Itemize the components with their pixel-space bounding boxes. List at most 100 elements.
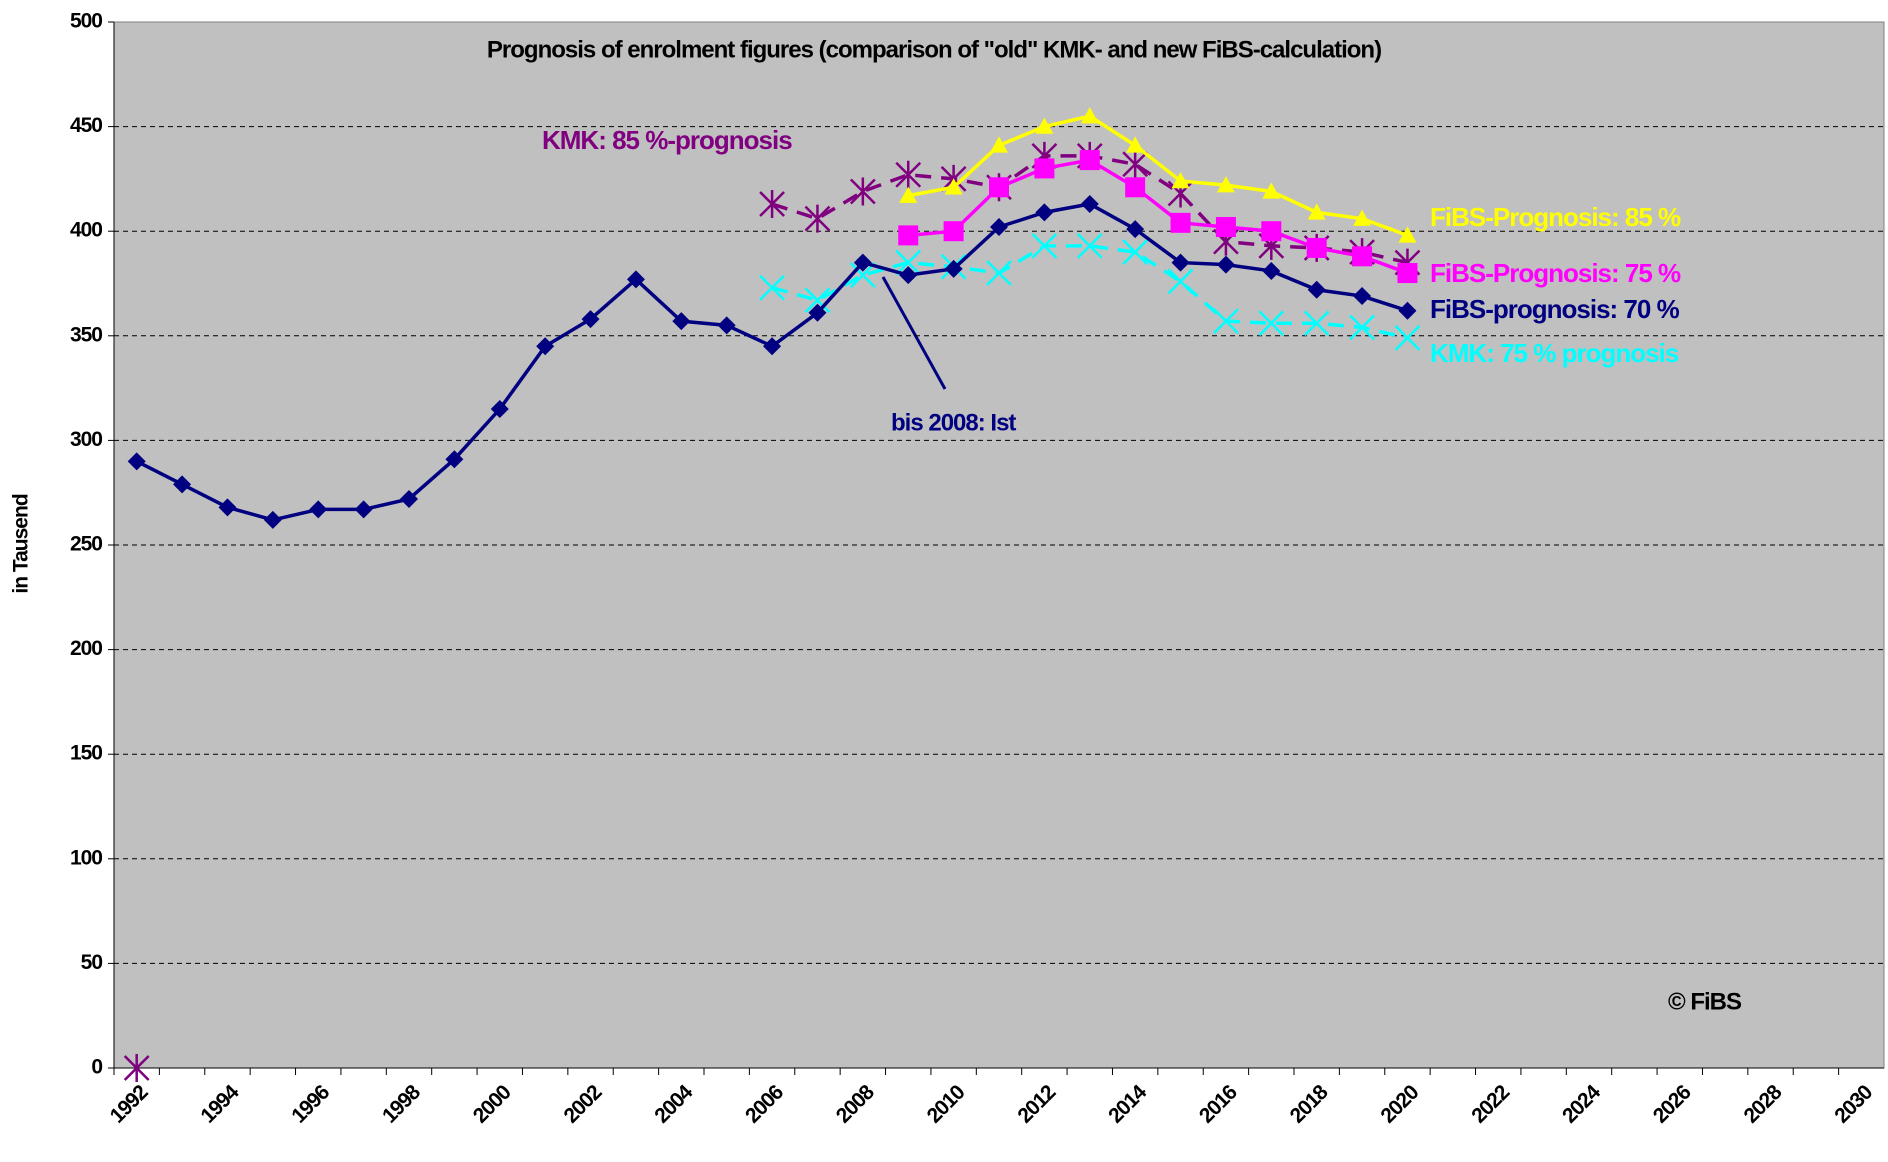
- legend-label: KMK: 85 %-prognosis: [542, 125, 792, 155]
- marker: [849, 177, 876, 206]
- marker: [1076, 232, 1103, 259]
- marker: [1170, 212, 1191, 233]
- marker: [626, 270, 645, 289]
- y-tick-label: 50: [81, 951, 103, 974]
- x-tick-label: 2006: [741, 1081, 788, 1128]
- marker: [581, 310, 600, 329]
- marker: [1349, 314, 1375, 341]
- marker: [445, 450, 464, 469]
- marker: [1167, 268, 1194, 295]
- y-axis-label: in Tausend: [10, 494, 33, 593]
- y-tick-label: 350: [70, 323, 102, 346]
- marker: [990, 136, 1008, 153]
- marker: [123, 1054, 150, 1082]
- marker: [759, 274, 785, 301]
- x-tick-label: 2008: [832, 1080, 879, 1127]
- marker: [490, 400, 509, 419]
- marker: [263, 510, 282, 529]
- marker: [849, 262, 876, 289]
- x-tick-label: 1998: [378, 1080, 425, 1127]
- y-tick-label: 500: [70, 10, 102, 33]
- marker: [986, 260, 1012, 286]
- marker: [1262, 182, 1281, 199]
- x-tick-label: 2010: [923, 1081, 970, 1128]
- marker: [1398, 226, 1417, 243]
- marker: [1394, 325, 1421, 351]
- annotation: © FiBS: [1668, 988, 1742, 1015]
- legend-label: FiBS-Prognosis: 85 %: [1430, 202, 1681, 232]
- marker: [1353, 209, 1372, 226]
- marker: [944, 178, 963, 195]
- x-tick-label: 2012: [1013, 1081, 1060, 1128]
- y-tick-label: 250: [70, 533, 102, 556]
- marker: [1307, 280, 1326, 299]
- marker: [1352, 246, 1373, 267]
- x-tick-label: 2028: [1740, 1080, 1787, 1127]
- marker: [1125, 177, 1146, 198]
- x-tick-label: 1996: [287, 1081, 334, 1128]
- marker: [1258, 310, 1285, 337]
- marker: [899, 186, 918, 203]
- legend-label: FiBS-Prognosis: 75 %: [1430, 258, 1681, 288]
- chart-title: Prognosis of enrolment figures (comparis…: [487, 36, 1381, 63]
- marker: [1262, 261, 1281, 280]
- marker: [989, 177, 1009, 198]
- x-tick-label: 1994: [196, 1080, 243, 1127]
- x-tick-label: 2020: [1376, 1081, 1423, 1128]
- x-tick-label: 2030: [1830, 1081, 1877, 1128]
- marker: [943, 221, 964, 242]
- marker: [1126, 220, 1145, 239]
- marker: [1213, 308, 1239, 335]
- marker: [1261, 221, 1282, 242]
- marker: [1398, 301, 1417, 320]
- marker: [804, 287, 831, 314]
- x-tick-label: 1992: [106, 1081, 153, 1128]
- marker: [1031, 232, 1058, 259]
- marker: [1306, 237, 1327, 258]
- marker: [895, 160, 922, 189]
- marker: [759, 190, 785, 219]
- annotation: bis 2008: Ist: [891, 409, 1016, 436]
- x-tick-label: 2024: [1558, 1080, 1605, 1127]
- marker: [804, 204, 831, 233]
- marker: [127, 452, 146, 471]
- marker: [899, 266, 918, 285]
- marker: [218, 498, 237, 517]
- marker: [717, 316, 736, 335]
- marker: [990, 218, 1008, 237]
- marker: [1171, 253, 1190, 272]
- marker: [1035, 203, 1054, 222]
- y-tick-label: 150: [70, 742, 102, 765]
- y-tick-label: 0: [91, 1056, 102, 1079]
- x-tick-label: 2000: [469, 1081, 516, 1128]
- marker: [1171, 171, 1190, 189]
- x-tick-label: 2026: [1649, 1081, 1696, 1128]
- marker: [1080, 107, 1099, 124]
- y-tick-label: 400: [70, 219, 102, 242]
- marker: [1216, 255, 1235, 274]
- annotation-arrow: [881, 276, 947, 390]
- marker: [1215, 217, 1236, 238]
- marker: [1353, 287, 1372, 306]
- legend-label: FiBS-prognosis: 70 %: [1430, 294, 1680, 324]
- marker: [808, 303, 827, 322]
- marker: [1216, 176, 1235, 193]
- marker: [1397, 263, 1418, 284]
- x-tick-label: 2022: [1467, 1081, 1514, 1128]
- marker: [672, 312, 691, 331]
- marker: [1122, 239, 1149, 266]
- marker: [309, 500, 328, 519]
- x-tick-label: 2002: [560, 1081, 607, 1128]
- marker: [1079, 150, 1100, 171]
- marker: [853, 253, 872, 272]
- marker: [1307, 203, 1326, 220]
- x-tick-label: 2018: [1286, 1080, 1333, 1127]
- marker: [1035, 117, 1054, 134]
- x-tick-label: 2014: [1104, 1080, 1151, 1127]
- marker: [898, 225, 919, 246]
- marker: [763, 337, 782, 356]
- marker: [1303, 310, 1330, 337]
- y-tick-label: 300: [70, 428, 102, 451]
- marker: [944, 259, 963, 278]
